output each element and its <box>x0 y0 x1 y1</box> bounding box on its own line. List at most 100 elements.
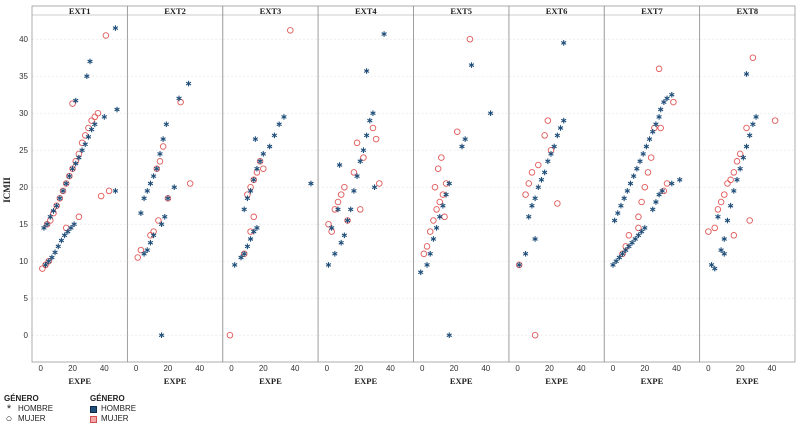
panel-frame <box>126 5 224 363</box>
point-mujer <box>433 206 440 213</box>
point-hombre <box>158 332 165 338</box>
point-mujer <box>334 198 342 206</box>
color-legend-title: GÉNERO <box>90 394 125 403</box>
point-mujer <box>670 98 677 106</box>
point-hombre <box>623 247 629 253</box>
point-mujer <box>733 158 741 165</box>
point-mujer <box>436 198 443 206</box>
point-mujer <box>341 183 348 191</box>
point-hombre <box>45 258 52 264</box>
color-legend-item-mujer: MUJER <box>90 414 136 424</box>
point-mujer <box>730 232 738 239</box>
point-hombre <box>271 132 278 139</box>
point-mujer <box>430 217 437 224</box>
x-tick-label: 20 <box>259 364 268 373</box>
point-mujer <box>434 165 442 172</box>
point-hombre <box>247 236 254 242</box>
point-hombre <box>610 262 616 268</box>
y-tick-label: 35 <box>19 72 28 81</box>
point-hombre <box>338 239 344 246</box>
point-hombre <box>653 121 659 128</box>
point-hombre <box>367 117 373 124</box>
point-hombre <box>611 217 618 224</box>
point-hombre <box>47 214 54 220</box>
panel-title: EXT6 <box>546 6 568 16</box>
point-hombre <box>114 106 120 113</box>
point-hombre <box>554 132 561 139</box>
point-hombre <box>638 228 645 235</box>
point-mujer <box>531 331 539 339</box>
point-hombre <box>721 236 727 242</box>
point-hombre <box>656 114 662 120</box>
point-mujer <box>647 154 655 161</box>
panel-frame <box>603 5 701 363</box>
point-hombre <box>487 110 494 116</box>
point-mujer <box>554 200 561 207</box>
point-mujer <box>337 191 345 198</box>
x-tick-label: 20 <box>68 364 77 373</box>
y-tick-label: 0 <box>24 331 29 340</box>
panel-frame <box>508 5 605 363</box>
x-axis-title: EXPE <box>736 376 759 386</box>
point-hombre <box>328 225 335 231</box>
point-hombre <box>251 228 257 235</box>
point-hombre <box>653 199 659 205</box>
point-hombre <box>257 158 263 165</box>
panel-title: EXT2 <box>164 6 186 16</box>
point-hombre <box>430 236 437 242</box>
panel-title: EXT7 <box>641 6 663 16</box>
point-hombre <box>637 158 643 165</box>
point-mujer <box>376 180 383 187</box>
point-mujer <box>663 180 671 187</box>
x-axis-title: EXPE <box>545 376 568 386</box>
panel-title: EXT1 <box>69 6 91 16</box>
point-hombre <box>61 232 68 239</box>
point-hombre <box>357 158 363 165</box>
point-mujer <box>746 217 753 224</box>
y-tick-label: 25 <box>19 146 28 155</box>
point-mujer <box>749 54 757 61</box>
point-hombre <box>743 71 750 77</box>
point-hombre <box>325 262 332 268</box>
point-hombre <box>646 136 653 142</box>
point-mujer <box>369 124 377 132</box>
x-tick-label: 20 <box>163 364 172 373</box>
point-hombre <box>147 180 154 187</box>
point-hombre <box>251 177 257 183</box>
point-hombre <box>254 225 260 231</box>
point-hombre <box>348 206 354 213</box>
x-tick-label: 20 <box>640 364 649 373</box>
point-mujer <box>420 250 428 258</box>
point-mujer <box>717 198 725 206</box>
point-hombre <box>351 188 357 194</box>
point-mujer <box>439 191 447 198</box>
point-hombre <box>150 173 157 179</box>
point-hombre <box>332 251 338 257</box>
point-hombre <box>371 184 378 190</box>
point-hombre <box>650 128 656 135</box>
point-mujer <box>247 228 254 235</box>
point-hombre <box>627 180 634 187</box>
point-mujer <box>441 213 448 221</box>
point-hombre <box>42 262 49 268</box>
point-hombre <box>58 237 65 244</box>
point-hombre <box>354 173 360 179</box>
point-hombre <box>65 228 71 235</box>
point-mujer <box>147 232 154 239</box>
x-tick-label: 0 <box>325 364 330 373</box>
point-hombre <box>87 58 93 65</box>
point-hombre <box>101 114 108 120</box>
point-hombre <box>241 251 247 257</box>
point-hombre <box>541 169 548 176</box>
x-tick-label: 0 <box>706 364 711 373</box>
point-mujer <box>541 132 548 139</box>
point-mujer <box>525 180 533 187</box>
point-hombre <box>548 151 554 157</box>
point-mujer <box>657 124 664 132</box>
point-mujer <box>705 228 712 235</box>
point-mujer <box>528 169 536 176</box>
point-hombre <box>157 151 163 157</box>
point-hombre <box>66 173 73 179</box>
point-hombre <box>363 132 370 139</box>
x-tick-label: 40 <box>767 364 776 373</box>
